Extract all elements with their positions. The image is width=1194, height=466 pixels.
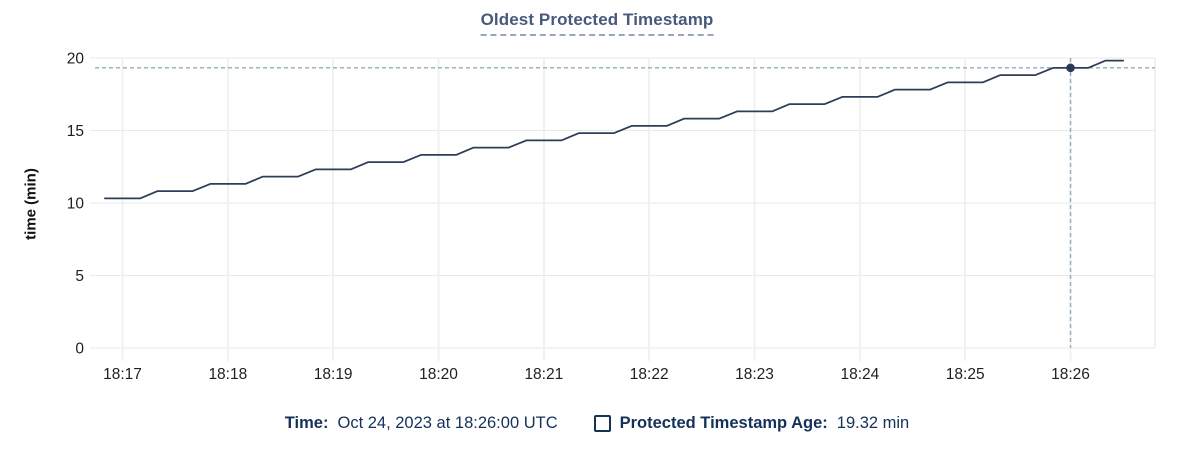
- x-tick-label: 18:22: [630, 366, 669, 383]
- hover-point-dot: [1066, 63, 1075, 73]
- x-tick-label: 18:24: [840, 366, 879, 383]
- y-tick-label: 15: [67, 123, 84, 140]
- hover-time-group: Time: Oct 24, 2023 at 18:26:00 UTC: [285, 414, 558, 433]
- x-tick-label: 18:17: [103, 366, 142, 383]
- legend-series-protected-timestamp-age[interactable]: Protected Timestamp Age: 19.32 min: [593, 414, 910, 433]
- y-tick-label: 0: [75, 341, 84, 358]
- series-checkbox-icon[interactable]: [593, 415, 611, 432]
- x-tick-label: 18:26: [1051, 366, 1090, 383]
- series-line-protected-timestamp-age: [104, 59, 1125, 200]
- y-tick-label: 20: [67, 51, 85, 68]
- chart-title[interactable]: Oldest Protected Timestamp: [480, 10, 714, 36]
- y-tick-label: 5: [75, 268, 84, 285]
- x-tick-label: 18:21: [524, 366, 563, 383]
- x-tick-label: 18:20: [419, 366, 458, 383]
- y-axis-tick-labels: 0 5 10 15 20: [67, 51, 85, 358]
- x-tick-label: 18:23: [735, 366, 774, 383]
- hover-readout: Time: Oct 24, 2023 at 18:26:00 UTC Prote…: [0, 414, 1194, 433]
- series-value: 19.32 min: [836, 414, 910, 432]
- vertical-gridlines: [121, 58, 1156, 361]
- series-name-label: Protected Timestamp Age:: [619, 414, 828, 432]
- x-tick-label: 18:18: [208, 366, 247, 383]
- x-tick-label: 18:25: [946, 366, 985, 383]
- horizontal-gridlines: [90, 57, 1155, 349]
- hover-time-value: Oct 24, 2023 at 18:26:00 UTC: [337, 414, 558, 432]
- x-tick-label: 18:19: [314, 366, 353, 383]
- hover-time-label: Time:: [284, 414, 329, 432]
- x-axis-tick-labels: 18:17 18:18 18:19 18:20 18:21 18:22 18:23 18:24…: [103, 366, 1090, 383]
- y-tick-label: 10: [67, 196, 85, 213]
